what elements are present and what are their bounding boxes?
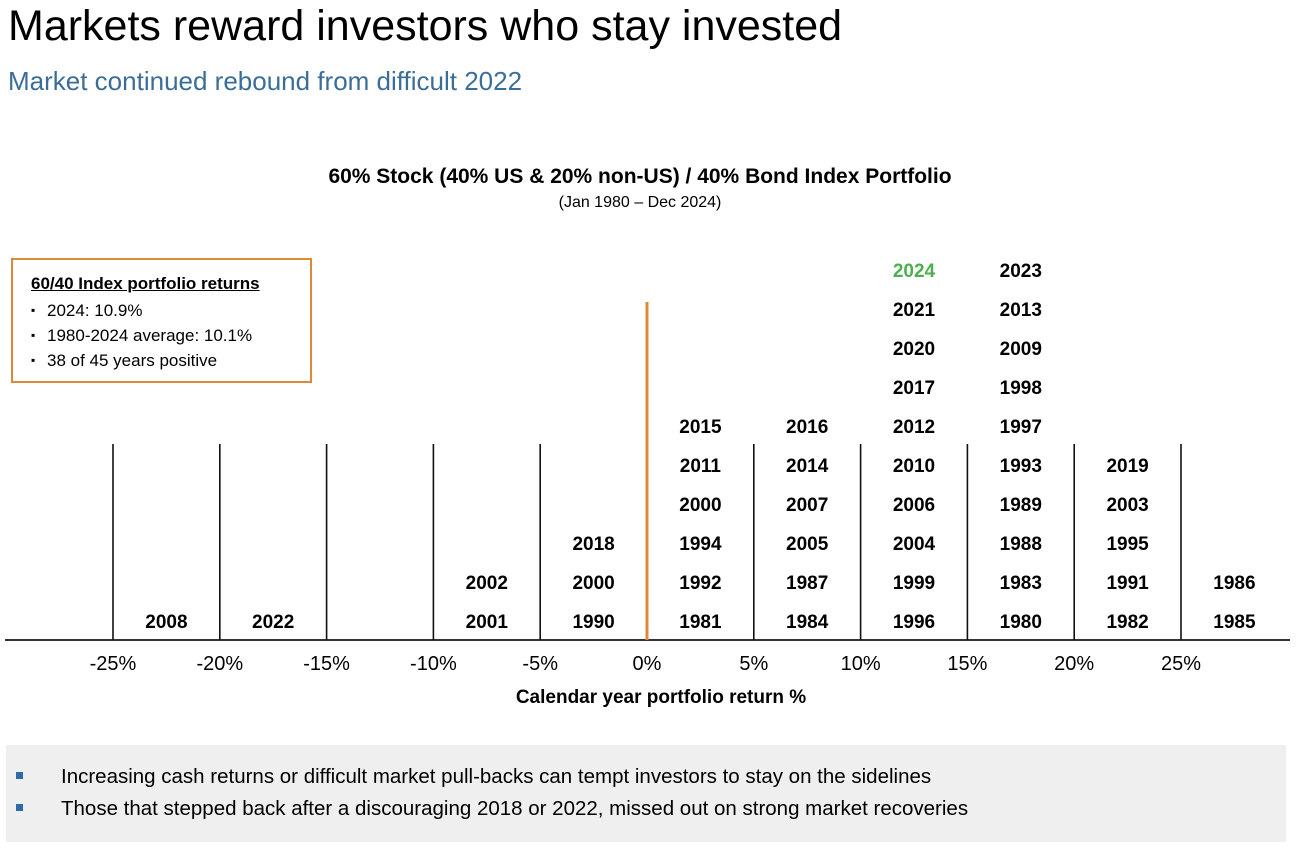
year-label: 1993 — [1000, 456, 1042, 477]
year-label: 2010 — [893, 456, 935, 477]
year-label: 1989 — [1000, 495, 1042, 516]
year-label: 2003 — [1106, 495, 1148, 516]
x-tick-label: 0% — [633, 653, 662, 675]
year-label: 1996 — [893, 612, 935, 633]
year-label: 1981 — [679, 612, 722, 633]
x-tick-label: -10% — [410, 653, 457, 675]
info-box-item: 1980-2024 average: 10.1% — [31, 323, 310, 348]
year-label: 2024 — [893, 261, 936, 282]
year-label: 1982 — [1106, 612, 1148, 633]
year-label: 1992 — [679, 573, 721, 594]
year-label: 2007 — [786, 495, 828, 516]
year-label: 2011 — [680, 456, 722, 477]
year-label: 2015 — [679, 417, 722, 438]
x-tick-label: -15% — [303, 653, 350, 675]
year-label: 2014 — [786, 456, 829, 477]
info-box-heading: 60/40 Index portfolio returns — [31, 274, 260, 293]
year-label: 2008 — [145, 612, 187, 633]
year-label: 2018 — [572, 534, 614, 555]
year-label: 2020 — [893, 339, 935, 360]
x-tick-label: -25% — [90, 653, 137, 675]
year-label: 2023 — [1000, 261, 1042, 282]
page-title: Markets reward investors who stay invest… — [8, 2, 843, 50]
footer-panel: Increasing cash returns or difficult mar… — [6, 745, 1286, 842]
x-tick-label: 5% — [739, 653, 768, 675]
year-label: 2016 — [786, 417, 828, 438]
footer-bullet: Increasing cash returns or difficult mar… — [15, 765, 932, 788]
year-label: 1987 — [786, 573, 828, 594]
year-label: 2021 — [893, 300, 936, 321]
x-axis-label: Calendar year portfolio return % — [515, 687, 807, 708]
year-label: 1998 — [1000, 378, 1042, 399]
year-label: 2017 — [893, 378, 935, 399]
year-label: 1984 — [786, 612, 829, 633]
year-label: 1995 — [1106, 534, 1149, 555]
year-label: 2004 — [893, 534, 936, 555]
year-label: 2002 — [466, 573, 508, 594]
x-tick-label: 20% — [1054, 653, 1094, 675]
year-label: 2006 — [893, 495, 935, 516]
year-label: 1990 — [572, 612, 614, 633]
year-label: 1991 — [1106, 573, 1149, 594]
year-label: 1980 — [1000, 612, 1042, 633]
footer-bullet: Those that stepped back after a discoura… — [15, 797, 969, 820]
year-label: 2012 — [893, 417, 935, 438]
year-label: 1985 — [1213, 612, 1256, 633]
returns-info-box: 60/40 Index portfolio returns 2024: 10.9… — [11, 258, 312, 383]
year-label: 2001 — [466, 612, 509, 633]
year-label: 1994 — [679, 534, 722, 555]
info-box-item: 38 of 45 years positive — [31, 348, 310, 373]
year-label: 1999 — [893, 573, 935, 594]
year-label: 1997 — [1000, 417, 1042, 438]
year-label: 2000 — [572, 573, 614, 594]
x-tick-label: 10% — [841, 653, 881, 675]
chart-subtitle: (Jan 1980 – Dec 2024) — [558, 194, 722, 211]
year-label: 1983 — [1000, 573, 1042, 594]
year-label: 2013 — [1000, 300, 1042, 321]
x-tick-label: -5% — [522, 653, 558, 675]
x-tick-label: 15% — [947, 653, 987, 675]
year-label: 2000 — [679, 495, 721, 516]
year-label: 2009 — [1000, 339, 1042, 360]
year-label: 1986 — [1213, 573, 1255, 594]
year-label: 2005 — [786, 534, 829, 555]
chart-title: 60% Stock (40% US & 20% non-US) / 40% Bo… — [328, 165, 952, 188]
year-label: 1988 — [1000, 534, 1042, 555]
x-tick-label: 25% — [1161, 653, 1201, 675]
info-box-item: 2024: 10.9% — [31, 298, 310, 323]
page-subtitle: Market continued rebound from difficult … — [8, 66, 523, 96]
x-tick-label: -20% — [196, 653, 243, 675]
year-label: 2022 — [252, 612, 294, 633]
year-label: 2019 — [1106, 456, 1148, 477]
